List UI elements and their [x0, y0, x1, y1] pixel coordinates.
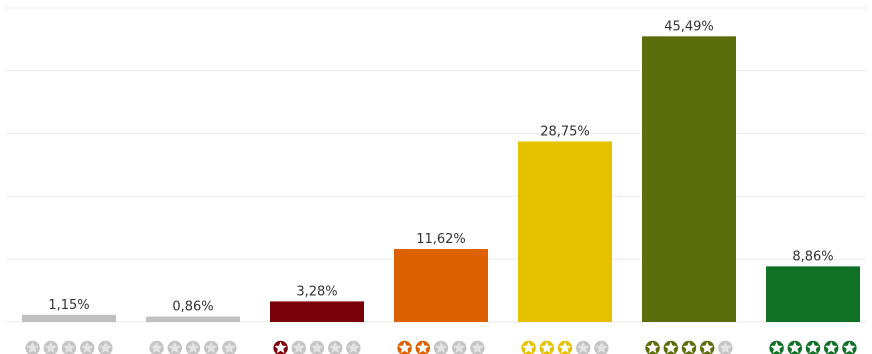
star-rating-icon	[273, 340, 361, 354]
star-rating-icon	[645, 340, 733, 354]
value-label: 11,62%	[416, 232, 466, 247]
star-glyph-icon	[577, 341, 590, 354]
star-glyph-icon	[701, 341, 714, 354]
value-label: 0,86%	[172, 300, 213, 315]
value-label: 28,75%	[540, 124, 590, 139]
star-glyph-icon	[770, 341, 783, 354]
star-glyph-icon	[416, 341, 429, 354]
star-glyph-icon	[81, 341, 94, 354]
star-rating-icons	[25, 340, 857, 354]
star-glyph-icon	[26, 341, 39, 354]
star-glyph-icon	[788, 341, 801, 354]
bar	[22, 314, 116, 322]
value-labels: 1,15% 0,86% 3,28% 11,62% 28,75% 45,49% 8,86%	[48, 19, 833, 314]
star-glyph-icon	[329, 341, 342, 354]
value-label: 45,49%	[664, 19, 714, 34]
value-label: 1,15%	[48, 298, 89, 313]
star-glyph-icon	[347, 341, 360, 354]
star-glyph-icon	[168, 341, 181, 354]
star-glyph-icon	[274, 341, 287, 354]
star-glyph-icon	[646, 341, 659, 354]
star-glyph-icon	[398, 341, 411, 354]
star-glyph-icon	[595, 341, 608, 354]
star-rating-icon	[25, 340, 113, 354]
star-rating-icon	[769, 340, 857, 354]
bar	[766, 266, 860, 322]
star-glyph-icon	[843, 341, 856, 354]
star-glyph-icon	[310, 341, 324, 354]
bar	[394, 249, 488, 322]
star-glyph-icon	[99, 341, 112, 354]
star-glyph-icon	[453, 341, 466, 354]
bar	[146, 316, 240, 322]
star-glyph-icon	[825, 341, 838, 354]
star-glyph-icon	[292, 341, 305, 354]
star-glyph-icon	[186, 341, 200, 354]
star-glyph-icon	[558, 341, 572, 354]
star-glyph-icon	[682, 341, 696, 354]
star-rating-icon	[397, 340, 485, 354]
bar	[518, 141, 612, 322]
value-label: 8,86%	[792, 249, 833, 264]
bars	[22, 36, 860, 322]
star-glyph-icon	[205, 341, 218, 354]
bar	[270, 301, 364, 322]
star-glyph-icon	[434, 341, 448, 354]
star-glyph-icon	[150, 341, 163, 354]
star-rating-icon	[149, 340, 237, 354]
star-glyph-icon	[719, 341, 732, 354]
star-glyph-icon	[522, 341, 535, 354]
star-glyph-icon	[471, 341, 484, 354]
star-glyph-icon	[62, 341, 76, 354]
star-glyph-icon	[664, 341, 677, 354]
star-rating-icon	[521, 340, 609, 354]
star-glyph-icon	[540, 341, 553, 354]
bar	[642, 36, 736, 322]
value-label: 3,28%	[296, 284, 337, 299]
star-glyph-icon	[806, 341, 820, 354]
star-glyph-icon	[44, 341, 57, 354]
star-glyph-icon	[223, 341, 236, 354]
